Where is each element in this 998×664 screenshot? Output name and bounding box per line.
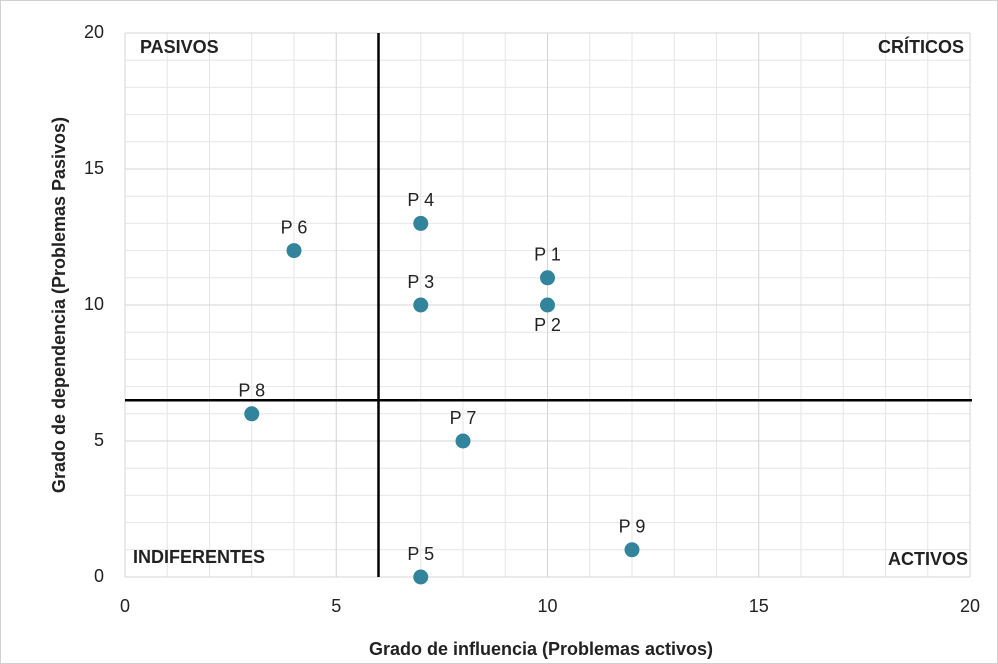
x-tick-label: 20 — [960, 596, 980, 616]
point — [244, 406, 260, 422]
point-label: P 3 — [407, 272, 434, 292]
point — [540, 297, 555, 313]
y-tick-label: 15 — [84, 158, 104, 178]
quadrant-label: INDIFERENTES — [133, 547, 265, 567]
x-tick-label: 5 — [331, 596, 341, 616]
point — [413, 569, 429, 585]
x-tick-label: 0 — [120, 596, 130, 616]
x-tick-label: 15 — [749, 596, 769, 616]
point — [413, 297, 429, 313]
point — [624, 542, 640, 558]
y-tick-label: 20 — [84, 22, 104, 42]
point-label: P 8 — [238, 381, 265, 401]
y-axis-title: Grado de dependencia (Problemas Pasivos) — [49, 117, 69, 493]
x-axis-title: Grado de influencia (Problemas activos) — [369, 639, 713, 659]
point-label: P 6 — [281, 217, 308, 237]
point-label: P 4 — [407, 190, 434, 210]
point — [286, 243, 302, 259]
point — [413, 215, 429, 231]
point-label: P 2 — [534, 315, 561, 335]
point — [455, 433, 471, 449]
quadrant-label: ACTIVOS — [888, 549, 968, 569]
point-label: P 1 — [534, 245, 561, 265]
y-tick-label: 0 — [94, 566, 104, 586]
point — [540, 270, 555, 286]
point-label: P 7 — [450, 408, 477, 428]
y-tick-label: 5 — [94, 430, 104, 450]
quadrant-label: PASIVOS — [140, 37, 219, 57]
y-tick-label: 10 — [84, 294, 104, 314]
point-label: P 9 — [619, 517, 646, 537]
point-label: P 5 — [407, 544, 434, 564]
x-tick-label: 10 — [537, 596, 557, 616]
quadrant-label: CRÍTICOS — [878, 36, 964, 57]
